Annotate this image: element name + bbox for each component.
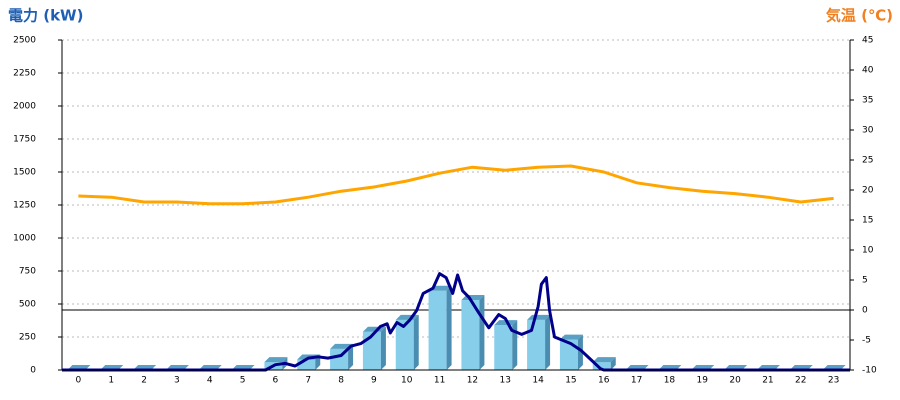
y2-tick-label: 35 bbox=[862, 96, 873, 106]
x-tick-label: 20 bbox=[729, 376, 741, 386]
x-tick-label: 4 bbox=[207, 376, 213, 386]
power-line bbox=[62, 272, 850, 372]
x-tick-label: 1 bbox=[108, 376, 114, 386]
bar-side bbox=[348, 343, 354, 370]
bar bbox=[494, 325, 513, 370]
y-tick-label: 2000 bbox=[13, 102, 36, 112]
bar-side bbox=[479, 295, 485, 370]
bar-side bbox=[413, 314, 419, 370]
x-tick-label: 12 bbox=[467, 376, 478, 386]
x-tick-label: 11 bbox=[434, 376, 445, 386]
y-tick-label: 2250 bbox=[13, 69, 36, 79]
x-tick-label: 18 bbox=[664, 376, 676, 386]
bar-top bbox=[592, 357, 616, 363]
bar-side bbox=[380, 326, 386, 370]
y2-tick-label: 15 bbox=[862, 216, 873, 226]
x-tick-label: 23 bbox=[828, 376, 839, 386]
bar bbox=[592, 362, 611, 370]
x-tick-label: 17 bbox=[631, 376, 642, 386]
y2-tick-label: -5 bbox=[862, 336, 871, 346]
y2-tick-label: -10 bbox=[862, 366, 877, 376]
y-tick-label: 750 bbox=[19, 267, 36, 277]
temperature-line bbox=[78, 164, 834, 206]
bar bbox=[461, 300, 480, 370]
bar bbox=[559, 339, 578, 370]
y2-tick-label: 20 bbox=[862, 186, 874, 196]
y-tick-label: 1750 bbox=[13, 135, 36, 145]
x-tick-label: 10 bbox=[401, 376, 413, 386]
x-tick-label: 21 bbox=[762, 376, 773, 386]
bar-top bbox=[264, 357, 288, 363]
bar-side bbox=[446, 285, 452, 370]
bar bbox=[428, 290, 447, 370]
y2-tick-label: 45 bbox=[862, 36, 873, 46]
x-tick-label: 19 bbox=[697, 376, 709, 386]
y2-tick-label: 0 bbox=[862, 306, 868, 316]
x-tick-label: 9 bbox=[371, 376, 377, 386]
y2-tick-label: 30 bbox=[862, 126, 874, 136]
y2-tick-label: 25 bbox=[862, 156, 873, 166]
bar bbox=[395, 319, 414, 370]
y2-tick-label: 10 bbox=[862, 246, 874, 256]
bar-side bbox=[512, 320, 518, 370]
x-tick-label: 5 bbox=[240, 376, 246, 386]
y-tick-label: 1000 bbox=[13, 234, 36, 244]
x-tick-label: 15 bbox=[565, 376, 576, 386]
x-tick-label: 3 bbox=[174, 376, 180, 386]
bar-top bbox=[559, 334, 583, 340]
y2-tick-label: 40 bbox=[862, 66, 874, 76]
y2-axis-title: 気温 (℃) bbox=[826, 7, 893, 25]
x-tick-label: 2 bbox=[141, 376, 147, 386]
bar-top bbox=[527, 314, 551, 320]
y2-tick-label: 5 bbox=[862, 276, 868, 286]
y-tick-label: 0 bbox=[30, 366, 36, 376]
bar bbox=[297, 359, 316, 370]
x-tick-label: 16 bbox=[598, 376, 610, 386]
x-tick-label: 8 bbox=[338, 376, 344, 386]
x-tick-label: 22 bbox=[795, 376, 806, 386]
x-tick-label: 13 bbox=[500, 376, 511, 386]
bar-side bbox=[577, 334, 583, 370]
bar bbox=[362, 331, 381, 370]
y-tick-label: 1250 bbox=[13, 201, 36, 211]
y-tick-label: 2500 bbox=[13, 36, 36, 46]
y-axis-title: 電力 (kW) bbox=[8, 7, 83, 25]
bar-side bbox=[545, 314, 551, 370]
bar bbox=[527, 319, 546, 370]
x-tick-label: 0 bbox=[76, 376, 82, 386]
y-tick-label: 250 bbox=[19, 333, 36, 343]
x-tick-label: 6 bbox=[273, 376, 279, 386]
y-tick-label: 1500 bbox=[13, 168, 36, 178]
bar-top bbox=[494, 320, 518, 326]
x-tick-label: 14 bbox=[532, 376, 544, 386]
x-tick-label: 7 bbox=[305, 376, 311, 386]
bar-side bbox=[610, 357, 616, 370]
y-tick-label: 500 bbox=[19, 300, 36, 310]
